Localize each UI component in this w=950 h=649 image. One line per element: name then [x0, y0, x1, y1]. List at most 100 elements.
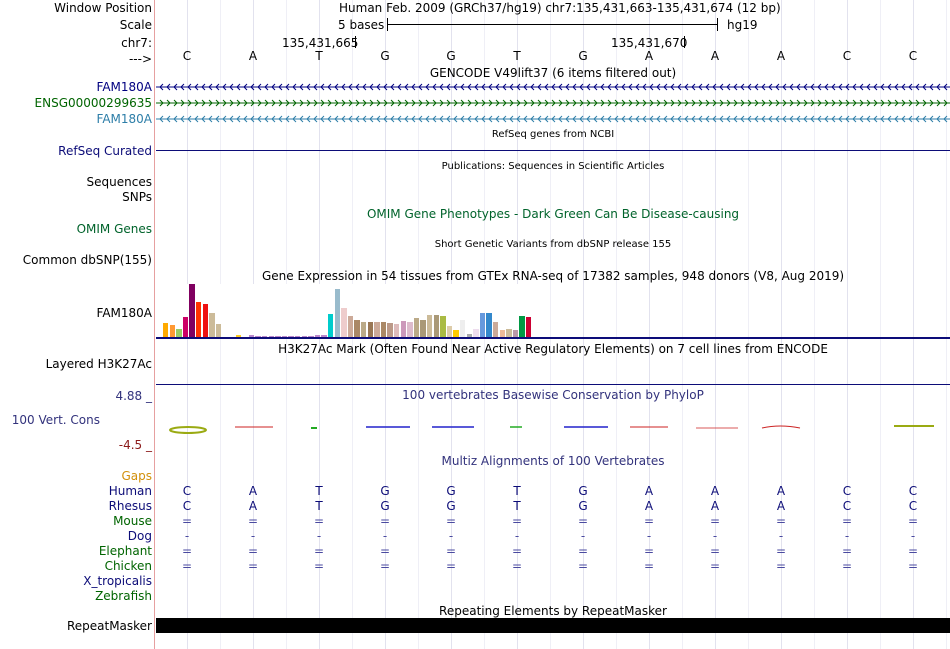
gencode-transcript-fam180a[interactable] — [156, 81, 950, 93]
scale-bar-right-tick — [717, 18, 718, 31]
publications-sequences-label[interactable]: Sequences — [86, 175, 152, 189]
gencode-transcript-ensg[interactable] — [156, 97, 950, 109]
repeatmasker-label[interactable]: RepeatMasker — [66, 619, 152, 633]
gtex-tissue-bar[interactable] — [486, 312, 492, 337]
strand-chevron — [404, 99, 409, 107]
strand-chevron — [894, 115, 899, 123]
gtex-tissue-bar[interactable] — [512, 329, 519, 337]
gtex-tissue-bar[interactable] — [235, 335, 241, 337]
gtex-tissue-bar[interactable] — [506, 329, 512, 337]
gtex-tissue-bar[interactable] — [275, 335, 281, 337]
gtex-tissue-bar[interactable] — [255, 335, 261, 337]
gtex-tissue-bar[interactable] — [407, 321, 413, 337]
omim-genes-label[interactable]: OMIM Genes — [76, 222, 152, 236]
gtex-tissue-bar[interactable] — [196, 302, 202, 337]
multiz-gaps-label[interactable]: Gaps — [121, 469, 152, 483]
species-label-rhesus[interactable]: Rhesus — [108, 499, 152, 513]
gtex-tissue-bar[interactable] — [433, 315, 439, 337]
phylop-track-label[interactable]: 100 Vert. Cons — [11, 413, 100, 427]
gtex-tissue-bar[interactable] — [427, 315, 433, 337]
gtex-tissue-bar[interactable] — [479, 312, 486, 337]
species-label-elephant[interactable]: Elephant — [98, 544, 152, 558]
gtex-tissue-bar[interactable] — [328, 314, 334, 337]
gtex-tissue-bar[interactable] — [526, 316, 532, 337]
strand-chevron — [754, 115, 759, 123]
publications-snps-label[interactable]: SNPs — [122, 190, 152, 204]
gtex-tissue-bar[interactable] — [262, 335, 268, 337]
strand-chevron — [418, 99, 423, 107]
strand-chevron — [271, 83, 276, 91]
phylop-wiggle[interactable] — [156, 418, 950, 438]
gtex-tissue-bar[interactable] — [499, 329, 505, 337]
strand-chevron — [572, 115, 577, 123]
gtex-tissue-bar[interactable] — [341, 307, 347, 337]
gtex-tissue-bar[interactable] — [413, 317, 420, 337]
gtex-tissue-bar[interactable] — [202, 304, 208, 337]
alignment-base: = — [511, 544, 523, 558]
gtex-tissue-bar[interactable] — [209, 312, 215, 337]
gtex-tissue-bar[interactable] — [354, 319, 360, 337]
alignment-base: C — [842, 499, 852, 513]
gtex-tissue-bar[interactable] — [440, 316, 446, 337]
gtex-tissue-bar[interactable] — [334, 289, 340, 337]
track-data-area[interactable]: Human Feb. 2009 (GRCh37/hg19) chr7:135,4… — [156, 0, 950, 649]
gencode-label-fam180a-2[interactable]: FAM180A — [96, 112, 152, 126]
gtex-tissue-bar[interactable] — [493, 322, 499, 337]
gtex-tissue-bar[interactable] — [453, 330, 459, 337]
gtex-tissue-bar[interactable] — [400, 320, 406, 337]
species-label-chicken[interactable]: Chicken — [104, 559, 152, 573]
dbsnp-label[interactable]: Common dbSNP(155) — [22, 253, 152, 267]
gtex-tissue-bar[interactable] — [446, 325, 453, 337]
strand-chevron — [453, 83, 458, 91]
strand-chevron — [831, 83, 836, 91]
gtex-tissue-bar[interactable] — [182, 316, 189, 337]
gtex-tissue-bar[interactable] — [176, 329, 182, 337]
gtex-tissue-bar[interactable] — [347, 316, 354, 337]
gtex-tissue-bar[interactable] — [420, 319, 426, 337]
gtex-tissue-bar[interactable] — [248, 335, 255, 337]
strand-chevron — [166, 83, 171, 91]
h3k27ac-label[interactable]: Layered H3K27Ac — [45, 357, 152, 371]
gtex-tissue-bar[interactable] — [163, 322, 169, 337]
gtex-tissue-bar[interactable] — [281, 335, 288, 337]
gtex-tissue-bar[interactable] — [308, 335, 314, 337]
gencode-label-ensg[interactable]: ENSG00000299635 — [34, 96, 152, 110]
refseq-curated-label[interactable]: RefSeq Curated — [58, 144, 152, 158]
species-label-xtropicalis[interactable]: X_tropicalis — [83, 574, 152, 588]
gtex-tissue-bar[interactable] — [361, 321, 367, 337]
gtex-tissue-bar[interactable] — [374, 321, 380, 337]
strand-chevron — [733, 115, 738, 123]
strand-chevron — [257, 99, 262, 107]
gtex-tissue-bar[interactable] — [387, 323, 393, 337]
repeatmasker-element[interactable] — [156, 618, 950, 633]
gtex-gene-label[interactable]: FAM180A — [96, 306, 152, 320]
gtex-tissue-bar[interactable] — [189, 284, 195, 337]
species-label-mouse[interactable]: Mouse — [113, 514, 152, 528]
gtex-bar-chart[interactable] — [163, 284, 541, 337]
gtex-tissue-bar[interactable] — [169, 325, 175, 337]
gtex-tissue-bar[interactable] — [394, 323, 400, 337]
gtex-tissue-bar[interactable] — [519, 316, 525, 337]
gtex-tissue-bar[interactable] — [288, 335, 294, 337]
species-label-dog[interactable]: Dog — [127, 529, 152, 543]
gtex-tissue-bar[interactable] — [295, 335, 301, 337]
gtex-tissue-bar[interactable] — [466, 333, 472, 337]
base-grid-line — [649, 0, 650, 649]
gencode-label-fam180a[interactable]: FAM180A — [96, 80, 152, 94]
coord-tick-1 — [355, 36, 356, 48]
gtex-tissue-bar[interactable] — [367, 322, 373, 337]
gtex-tissue-bar[interactable] — [215, 324, 222, 337]
species-label-zebrafish[interactable]: Zebrafish — [95, 589, 152, 603]
strand-chevron — [754, 99, 759, 107]
gencode-transcript-fam180a-2[interactable] — [156, 113, 950, 125]
gtex-tissue-bar[interactable] — [460, 319, 466, 337]
species-label-human[interactable]: Human — [108, 484, 152, 498]
gtex-tissue-bar[interactable] — [473, 329, 479, 337]
gtex-tissue-bar[interactable] — [268, 335, 274, 337]
refseq-curated-line[interactable] — [156, 150, 950, 151]
gtex-tissue-bar[interactable] — [321, 335, 327, 337]
gtex-tissue-bar[interactable] — [314, 335, 321, 337]
gtex-tissue-bar[interactable] — [301, 335, 307, 337]
gtex-tissue-bar[interactable] — [380, 321, 387, 337]
